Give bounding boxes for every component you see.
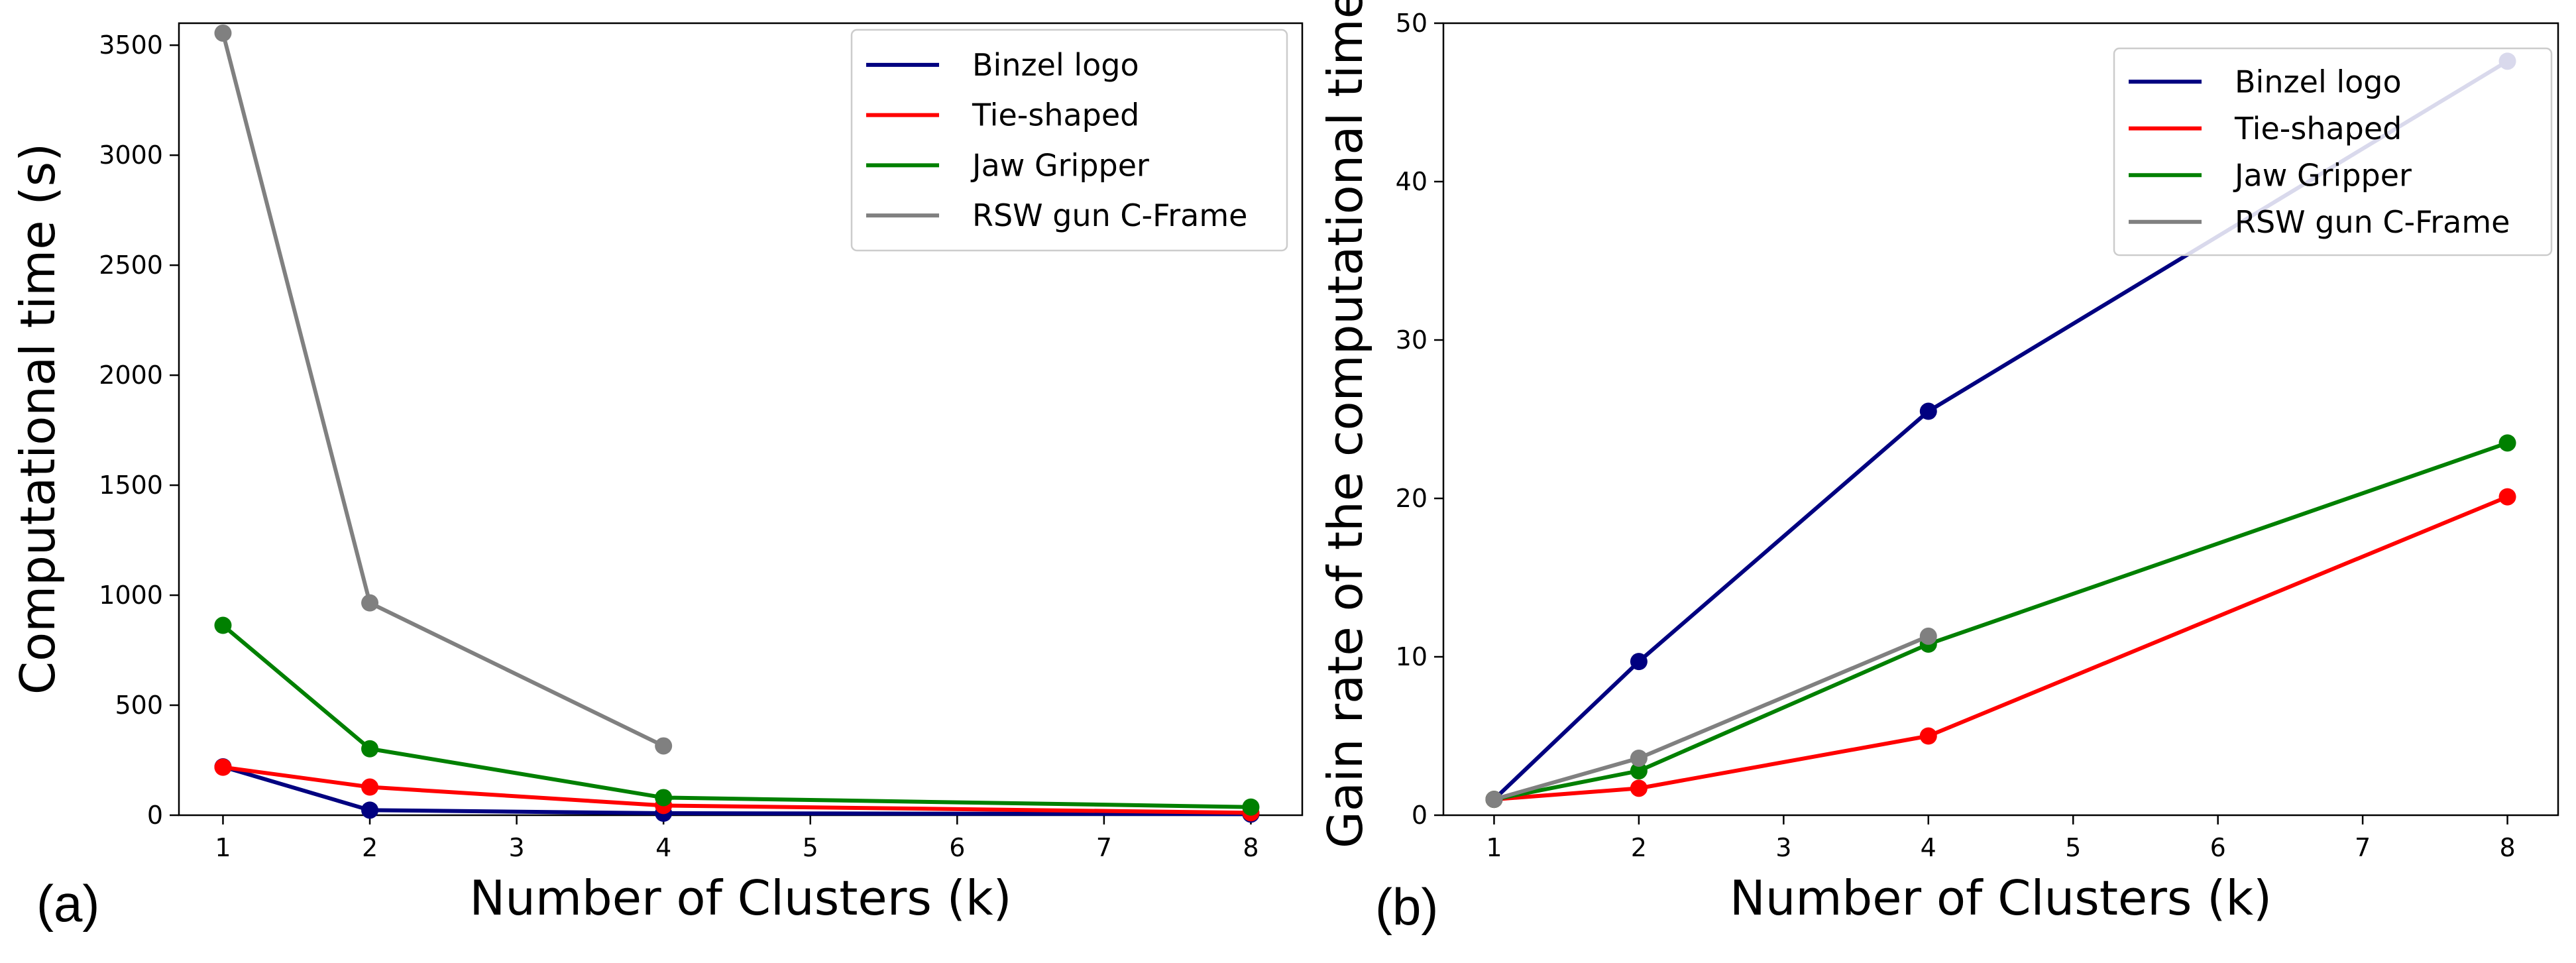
data-point <box>1919 402 1937 420</box>
chart-panel-a: 1 2 3 4 5 6 7 8 0 500 1000 1500 2000 2500 3000 3500 Numb… <box>10 22 1304 933</box>
series-line <box>1493 441 2508 802</box>
legend-entry: RSW gun C-Frame <box>972 198 1247 233</box>
data-point <box>361 594 379 612</box>
data-point <box>2498 488 2516 506</box>
data-point <box>214 24 232 42</box>
y-tick-label: 40 <box>1396 167 1428 196</box>
series-line <box>222 765 1251 817</box>
x-tick-label: 7 <box>2355 833 2371 862</box>
legend-entry: Tie-shaped <box>972 97 1139 133</box>
x-tick-label: 6 <box>2210 833 2226 862</box>
x-tick-label: 3 <box>509 833 525 862</box>
data-point <box>214 616 232 634</box>
legend-entry: Binzel logo <box>2235 64 2402 99</box>
x-tick-label: 5 <box>803 833 818 862</box>
panel-label: (b) <box>1375 878 1438 936</box>
legend-box <box>850 28 1288 252</box>
x-axis-label: Number of Clusters (k) <box>469 870 1011 926</box>
series-line <box>1494 494 2508 802</box>
data-point <box>361 778 379 796</box>
legend-entry: Jaw Gripper <box>2233 157 2412 193</box>
data-point <box>1630 762 1648 780</box>
x-tick-label: 2 <box>1631 833 1647 862</box>
x-tick-label: 4 <box>1921 833 1936 862</box>
series-line <box>223 765 1251 815</box>
legend-box <box>2113 47 2553 256</box>
y-tick-label: 2500 <box>99 251 163 280</box>
data-point <box>214 758 232 776</box>
data-point <box>1919 727 1937 745</box>
series-jaw-gripper <box>214 616 1260 816</box>
data-point <box>1485 791 1503 809</box>
x-tick-label: 7 <box>1096 833 1112 862</box>
legend-entry: RSW gun C-Frame <box>2235 204 2510 240</box>
data-point <box>2498 434 2516 452</box>
series-line <box>221 32 665 748</box>
plot-frame <box>1442 22 2559 817</box>
y-tick-label: 30 <box>1396 325 1428 355</box>
legend: Binzel logo Tie-shaped Jaw Gripper RSW gun … <box>2113 47 2553 256</box>
legend-entry: Binzel logo <box>972 47 1139 83</box>
x-tick-label: 1 <box>1486 833 1502 862</box>
y-tick-label: 0 <box>1412 801 1428 830</box>
y-tick-label: 3500 <box>99 30 163 60</box>
data-point <box>1630 779 1648 797</box>
data-point <box>1242 798 1260 816</box>
chart-panel-b: 1 2 3 4 5 6 7 8 0 10 20 30 40 50 Number of Clusters (k… <box>1317 0 2559 936</box>
legend-entry: Tie-shaped <box>2234 111 2402 146</box>
x-tick-label: 4 <box>655 833 671 862</box>
series-rsw-gun-c-frame <box>214 24 673 755</box>
y-tick-label: 2000 <box>99 361 163 390</box>
x-tick-label: 1 <box>215 833 231 862</box>
y-tick-label: 3000 <box>99 141 163 170</box>
data-point <box>1630 653 1648 671</box>
x-tick-label: 8 <box>1243 833 1259 862</box>
x-tick-label: 2 <box>362 833 378 862</box>
legend: Binzel logo Tie-shaped Jaw Gripper RSW gun … <box>850 28 1288 252</box>
y-tick-label: 1500 <box>99 471 163 500</box>
y-tick-label: 10 <box>1396 642 1428 671</box>
y-tick-label: 500 <box>115 691 163 720</box>
series-rsw-gun-c-frame <box>1485 627 1937 809</box>
data-point <box>655 789 673 807</box>
data-point <box>1919 627 1937 645</box>
data-point <box>361 801 379 819</box>
y-axis-label: Computational time (s) <box>10 143 66 695</box>
y-tick-label: 0 <box>147 801 163 830</box>
x-tick-label: 5 <box>2065 833 2081 862</box>
y-axis-label: Gain rate of the computational time <box>1317 0 1373 848</box>
y-tick-label: 20 <box>1396 484 1428 513</box>
x-tick-label: 6 <box>949 833 965 862</box>
legend-entry: Jaw Gripper <box>970 147 1149 183</box>
series-line <box>221 624 1251 809</box>
x-tick-label: 3 <box>1775 833 1791 862</box>
y-tick-label: 1000 <box>99 581 163 610</box>
panel-label: (a) <box>36 874 99 933</box>
data-point <box>361 740 379 758</box>
x-tick-label: 8 <box>2499 833 2515 862</box>
x-axis-label: Number of Clusters (k) <box>1730 870 2272 926</box>
data-point <box>1630 749 1648 767</box>
data-point <box>655 737 673 755</box>
y-tick-label: 50 <box>1396 9 1428 38</box>
